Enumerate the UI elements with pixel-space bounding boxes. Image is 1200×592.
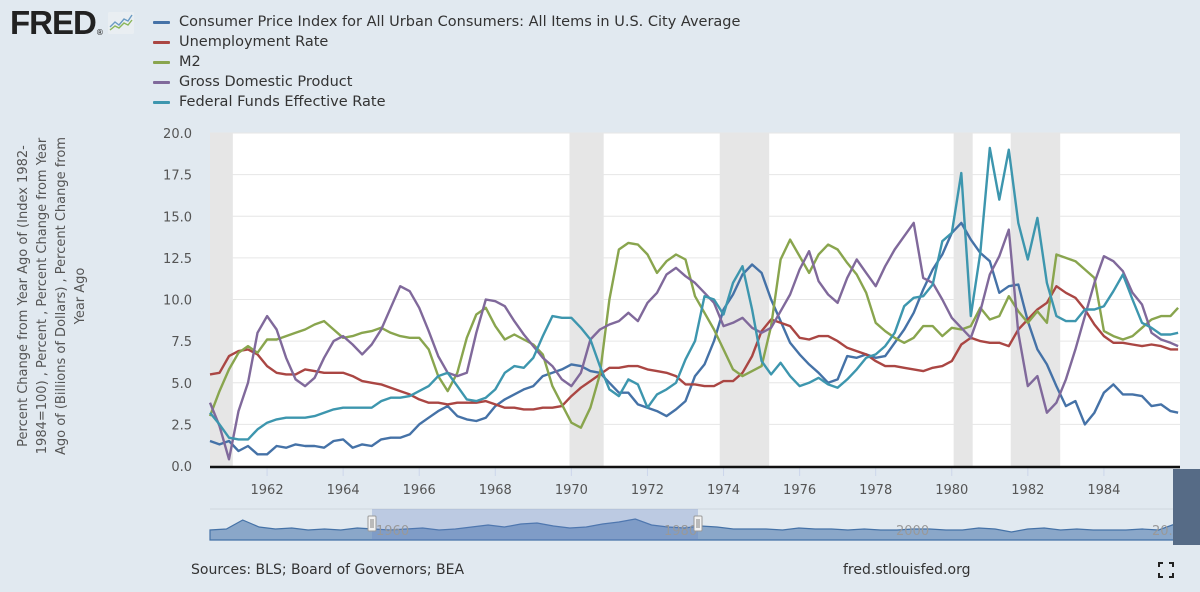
site-link[interactable]: fred.stlouisfed.org [843,562,971,578]
line-graph-icon [107,12,134,34]
x-tick-label: 1962 [251,483,284,498]
legend-swatch [153,20,170,24]
legend-label: Consumer Price Index for All Urban Consu… [179,14,741,30]
y-tick-label: 12.5 [163,252,192,267]
x-tick-label: 1980 [935,483,968,498]
legend-label: M2 [179,54,201,70]
legend-item[interactable]: Unemployment Rate [153,32,740,52]
navigator-label: 2000 [896,524,929,539]
x-tick-label: 1982 [1011,483,1044,498]
y-tick-label: 5.0 [171,377,192,392]
fred-logo[interactable]: FRED ® [10,6,134,40]
legend-label: Gross Domestic Product [179,74,353,90]
series-line [208,221,1179,461]
navigator-label: 1960 [376,524,409,539]
series-line [209,146,1179,441]
legend-swatch [153,40,170,44]
x-tick-label: 1966 [403,483,436,498]
x-tick-label: 1974 [707,483,740,498]
x-tick-label: 1976 [783,483,816,498]
navigator-handle[interactable] [367,515,377,532]
legend-item[interactable]: Consumer Price Index for All Urban Consu… [153,12,740,32]
x-tick-label: 1964 [327,483,360,498]
chart-legend: Consumer Price Index for All Urban Consu… [153,12,740,112]
navigator-label: 1980 [664,524,697,539]
x-tick-label: 1972 [631,483,664,498]
y-tick-label: 20.0 [163,127,192,142]
registered-mark: ® [95,27,104,37]
x-tick-label: 1970 [555,483,588,498]
legend-item[interactable]: Gross Domestic Product [153,72,740,92]
y-tick-label: 17.5 [163,169,192,184]
y-tick-label: 15.0 [163,210,192,225]
fullscreen-icon[interactable] [1158,562,1174,578]
legend-swatch [153,60,170,64]
navigator-handle[interactable] [693,515,703,532]
navigator-selection [372,509,698,540]
series-line [209,221,1179,456]
legend-swatch [153,80,170,84]
legend-label: Federal Funds Effective Rate [179,94,386,110]
legend-item[interactable]: M2 [153,52,740,72]
y-tick-label: 10.0 [163,294,192,309]
series-line [208,238,1179,429]
sources-text: Sources: BLS; Board of Governors; BEA [191,562,465,578]
x-tick-label: 1968 [479,483,512,498]
x-tick-label: 1978 [859,483,892,498]
legend-item[interactable]: Federal Funds Effective Rate [153,92,740,112]
x-tick-label: 1984 [1087,483,1120,498]
logo-text: FRED [10,4,97,41]
y-tick-label: 7.5 [171,335,192,350]
legend-swatch [153,100,170,104]
navigator-scroll-block[interactable] [1173,469,1200,545]
y-tick-label: 0.0 [171,460,192,475]
legend-label: Unemployment Rate [179,34,329,50]
y-tick-label: 2.5 [171,418,192,433]
